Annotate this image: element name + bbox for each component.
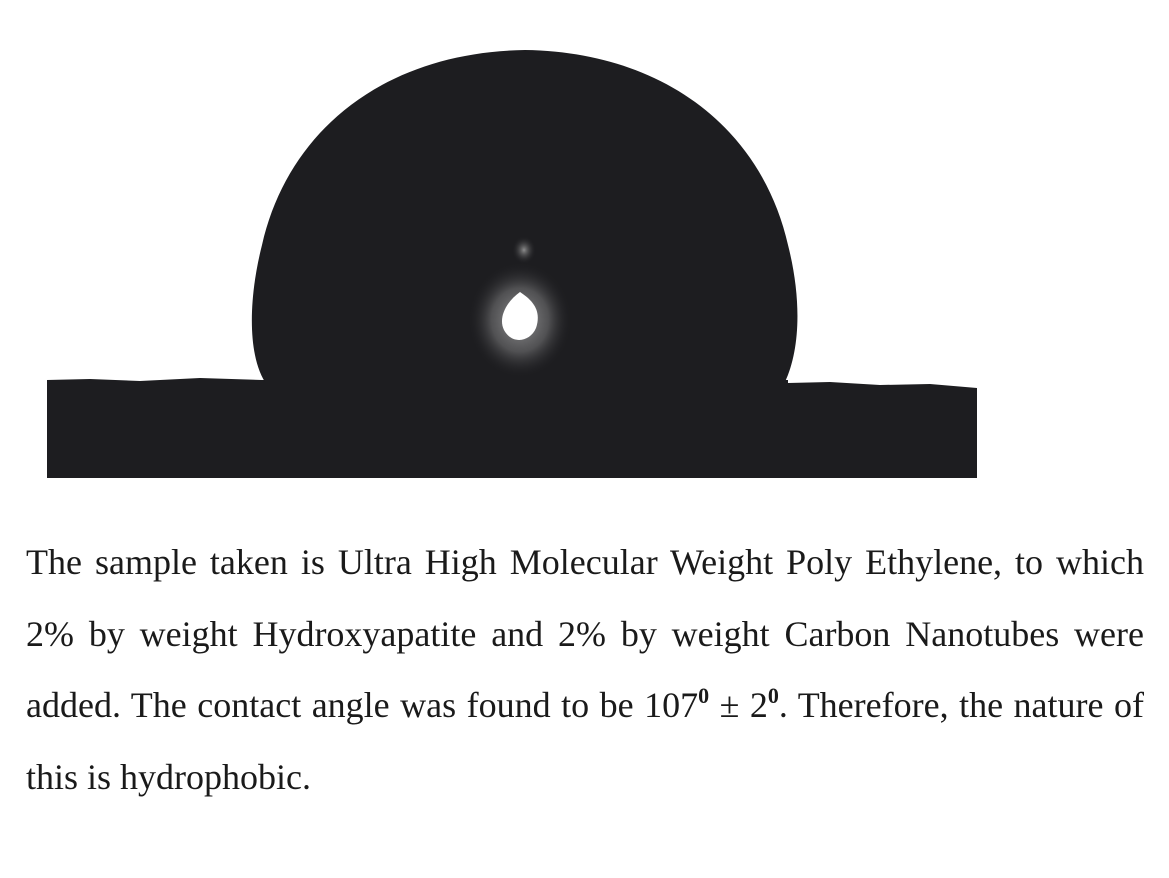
droplet-reflection-core <box>501 292 538 340</box>
caption-part-2: ± 2 <box>709 685 768 725</box>
droplet-reflection-small <box>512 236 536 264</box>
caption-part-3: . Therefore, the nature of this is hydro… <box>26 685 1144 797</box>
caption-part-1: The sample taken is Ultra High Molecular… <box>26 542 1144 725</box>
caption-text: The sample taken is Ultra High Molecular… <box>26 527 1144 813</box>
degree-symbol-2: 0 <box>767 683 779 708</box>
degree-symbol-1: 0 <box>698 683 710 708</box>
water-droplet <box>251 50 798 382</box>
substrate-surface <box>47 378 977 478</box>
contact-angle-image <box>47 50 977 478</box>
